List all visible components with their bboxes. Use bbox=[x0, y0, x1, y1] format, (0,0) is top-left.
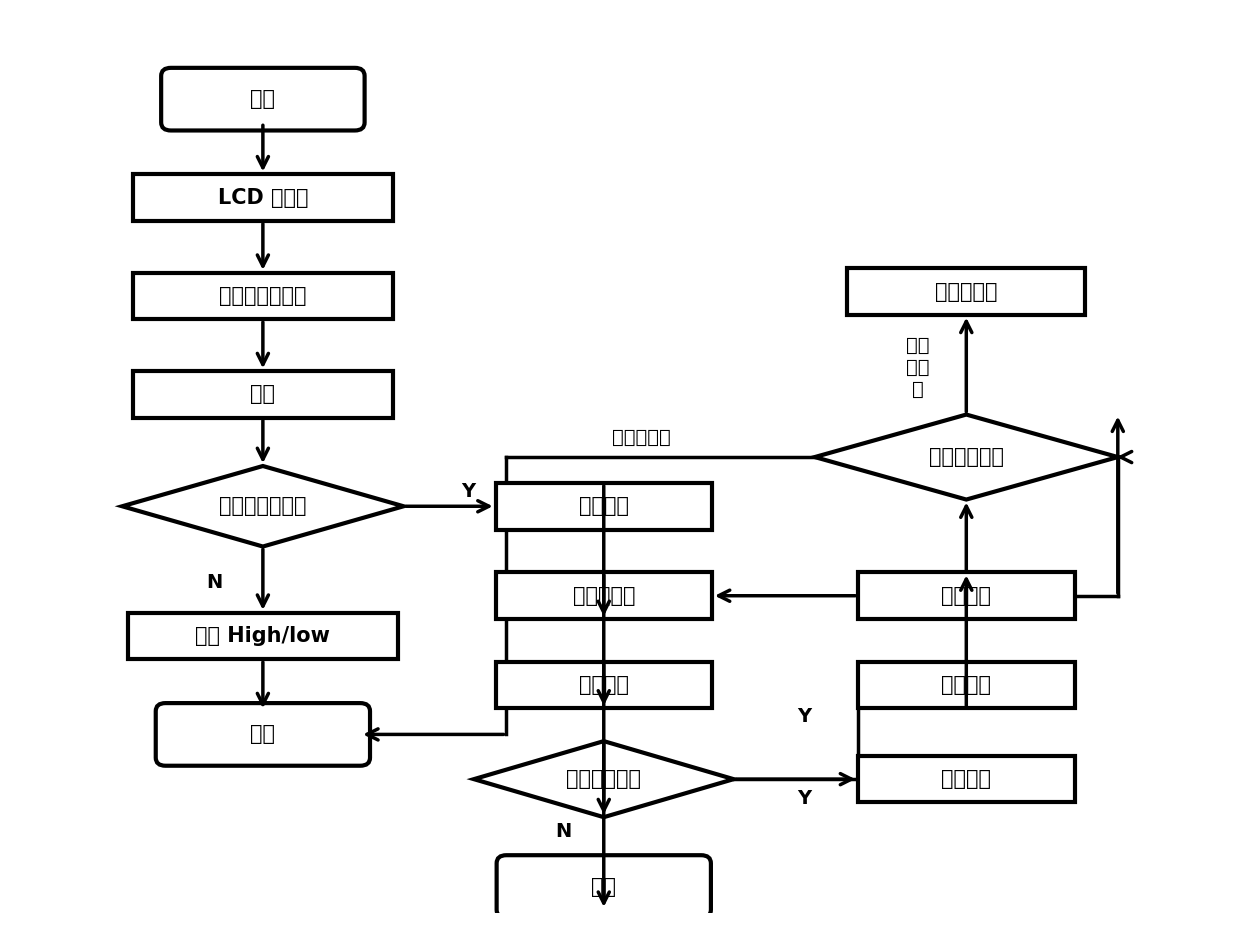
FancyBboxPatch shape bbox=[497, 856, 711, 918]
Text: Y: Y bbox=[797, 789, 811, 808]
Text: 低于预设值: 低于预设值 bbox=[613, 428, 671, 446]
Bar bbox=[858, 572, 1075, 619]
FancyBboxPatch shape bbox=[156, 703, 370, 766]
Polygon shape bbox=[815, 415, 1117, 500]
Text: 蜂鸣器报警: 蜂鸣器报警 bbox=[935, 281, 997, 302]
Bar bbox=[133, 174, 393, 221]
Polygon shape bbox=[474, 741, 734, 817]
Bar bbox=[496, 483, 712, 529]
Bar bbox=[858, 662, 1075, 708]
Text: 输出 High/low: 输出 High/low bbox=[196, 626, 330, 646]
Text: 亮灯报警: 亮灯报警 bbox=[941, 769, 991, 789]
Bar bbox=[847, 268, 1085, 315]
Text: 高于
预设
值: 高于 预设 值 bbox=[906, 336, 929, 399]
Text: 结束: 结束 bbox=[591, 876, 616, 897]
Text: 判断传感器工作: 判断传感器工作 bbox=[219, 496, 306, 516]
Text: 复位: 复位 bbox=[250, 384, 275, 404]
Text: N: N bbox=[206, 573, 222, 592]
Polygon shape bbox=[123, 466, 403, 546]
Bar bbox=[496, 572, 712, 619]
Text: 程序写入报警値: 程序写入报警値 bbox=[219, 286, 306, 306]
Text: Y: Y bbox=[461, 482, 476, 500]
Text: 电机工作: 电机工作 bbox=[941, 675, 991, 695]
Bar bbox=[133, 371, 393, 418]
Text: 延时判断温度: 延时判断温度 bbox=[929, 447, 1004, 467]
Text: N: N bbox=[556, 821, 572, 841]
Bar bbox=[133, 273, 393, 320]
Text: 降低温度: 降低温度 bbox=[941, 585, 991, 606]
Bar bbox=[128, 612, 398, 659]
FancyBboxPatch shape bbox=[161, 68, 365, 130]
Text: 读取传感器: 读取传感器 bbox=[573, 585, 635, 606]
Text: Y: Y bbox=[797, 707, 811, 726]
Bar bbox=[858, 756, 1075, 802]
Text: 转换显示: 转换显示 bbox=[579, 675, 629, 695]
Text: 结束: 结束 bbox=[250, 724, 275, 745]
Text: 液晶显示: 液晶显示 bbox=[579, 496, 629, 516]
Text: 温度超预设値: 温度超预设値 bbox=[567, 769, 641, 789]
Text: 开始: 开始 bbox=[250, 89, 275, 109]
Text: LCD 初始化: LCD 初始化 bbox=[218, 187, 308, 208]
Bar bbox=[496, 662, 712, 708]
